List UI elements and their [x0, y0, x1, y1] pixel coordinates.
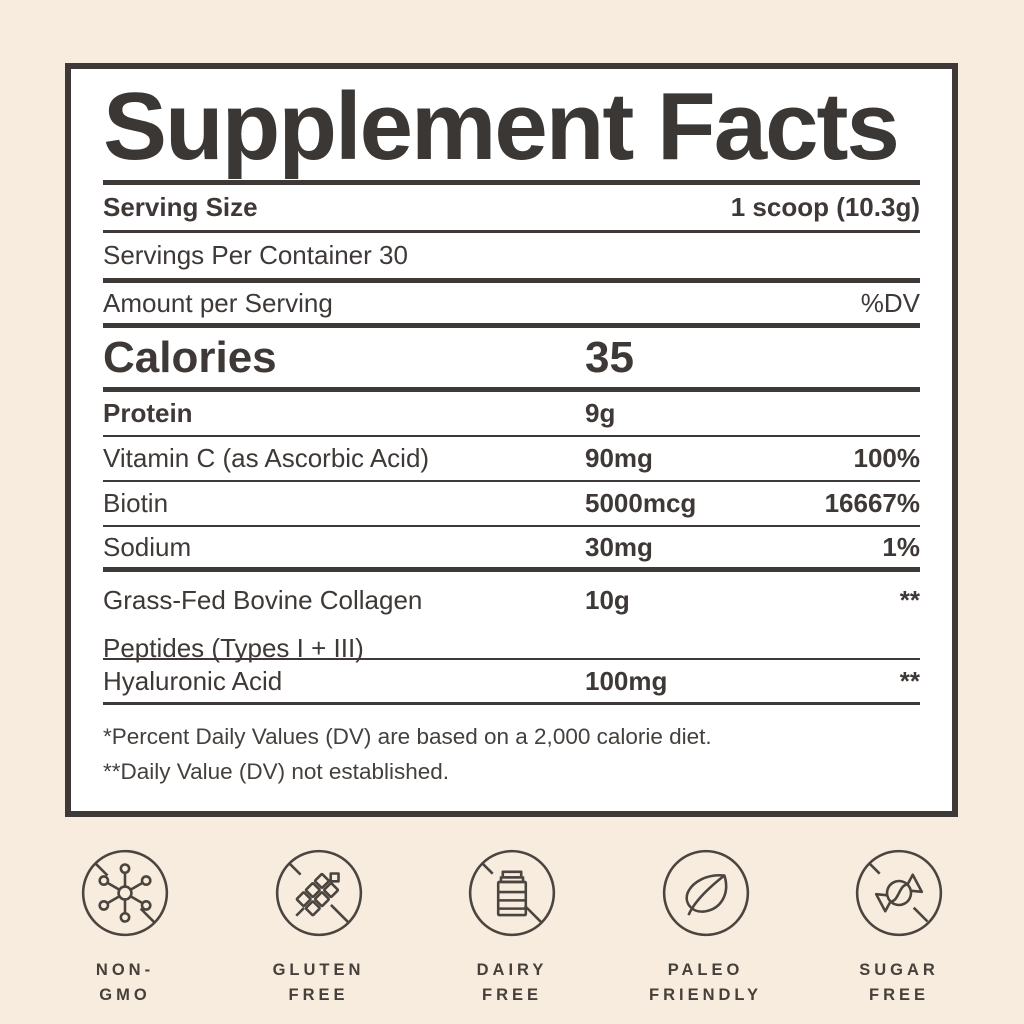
nutrient-dv: ** [899, 665, 920, 696]
calories-row: Calories 35 [103, 328, 920, 392]
nutrient-row-vitamin-c: Vitamin C (as Ascorbic Acid) 90mg 100% [103, 437, 920, 482]
nutrient-name: Sodium [103, 531, 192, 562]
nutrient-amount: 10g [585, 585, 630, 615]
dv-header: %DV [860, 287, 920, 318]
panel-title: Supplement Facts [103, 73, 900, 180]
nutrient-row-collagen: Grass-Fed Bovine Collagen Peptides (Type… [103, 572, 920, 663]
supplement-facts-panel: Supplement Facts Serving Size 1 scoop (1… [65, 63, 958, 817]
servings-per-container-row: Servings Per Container 30 [103, 233, 920, 283]
nutrient-name: Protein [103, 398, 193, 428]
footnote-percent-dv: *Percent Daily Values (DV) are based on … [103, 724, 712, 749]
nutrient-dv: ** [899, 585, 920, 615]
nutrient-name: Grass-Fed Bovine Collagen Peptides (Type… [103, 585, 423, 663]
badge-gluten-free: GLUTEN FREE [226, 847, 412, 1008]
column-header-row: Amount per Serving %DV [103, 283, 920, 328]
amount-per-serving-header: Amount per Serving [103, 287, 333, 318]
serving-size-label: Serving Size [103, 192, 258, 222]
non-gmo-icon [81, 849, 169, 937]
paleo-friendly-icon [662, 849, 749, 937]
servings-per-container: Servings Per Container 30 [103, 240, 408, 270]
badge-label: GLUTEN FREE [272, 961, 365, 1004]
nutrient-amount: 9g [585, 398, 616, 428]
nutrient-amount: 30mg [585, 531, 653, 562]
calories-label: Calories [103, 332, 277, 382]
nutrient-name-line2: Peptides (Types I + III) [103, 633, 364, 663]
nutrient-dv: 16667% [824, 488, 920, 518]
nutrient-row-sodium: Sodium 30mg 1% [103, 527, 920, 572]
sugar-free-icon [855, 849, 943, 937]
nutrient-amount: 5000mcg [585, 488, 697, 518]
nutrient-name: Vitamin C (as Ascorbic Acid) [103, 443, 430, 473]
badge-sugar-free: SUGAR FREE [806, 847, 992, 1008]
badge-label: PALEO FRIENDLY [649, 961, 762, 1004]
badge-dairy-free: DAIRY FREE [419, 847, 605, 1008]
serving-size-value: 1 scoop (10.3g) [730, 192, 920, 222]
badge-label: DAIRY FREE [476, 961, 548, 1004]
badge-paleo-friendly: PALEO FRIENDLY [613, 847, 799, 1008]
footnote-dv-not-established: **Daily Value (DV) not established. [103, 759, 450, 784]
nutrient-row-biotin: Biotin 5000mcg 16667% [103, 482, 920, 527]
badge-label: NON- GMO [95, 961, 155, 1004]
nutrient-row-protein: Protein 9g [103, 392, 920, 437]
gluten-free-icon [275, 849, 362, 937]
panel-title-block: Supplement Facts [103, 69, 920, 185]
badge-label: SUGAR FREE [859, 961, 939, 1004]
footnotes: *Percent Daily Values (DV) are based on … [103, 719, 920, 789]
badge-row: NON- GMO GLUTEN FREE [32, 847, 992, 1008]
badge-non-gmo: NON- GMO [32, 847, 218, 1008]
nutrient-row-hyaluronic-acid: Hyaluronic Acid 100mg ** [103, 660, 920, 705]
dairy-free-icon [468, 849, 556, 937]
nutrient-dv: 1% [882, 531, 920, 562]
nutrient-name: Hyaluronic Acid [103, 665, 283, 696]
nutrient-amount: 100mg [585, 665, 668, 696]
nutrient-name: Biotin [103, 488, 169, 518]
serving-size-row: Serving Size 1 scoop (10.3g) [103, 185, 920, 233]
nutrient-amount: 90mg [585, 443, 653, 473]
calories-value: 35 [585, 332, 634, 382]
nutrient-dv: 100% [853, 443, 921, 473]
